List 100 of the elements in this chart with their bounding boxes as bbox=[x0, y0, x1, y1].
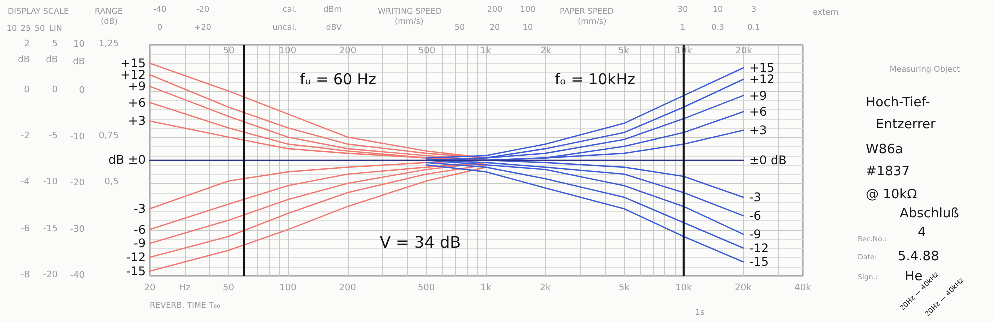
y-tick-label: -40 bbox=[70, 271, 86, 281]
series-label: +15 bbox=[749, 61, 775, 76]
series-label: ±0 dB bbox=[749, 154, 787, 168]
text: 30 bbox=[678, 5, 688, 14]
text: -10 bbox=[43, 178, 58, 188]
text: 10 bbox=[6, 24, 18, 33]
text: -5 bbox=[49, 132, 58, 142]
annotation: 500 bbox=[418, 46, 436, 56]
text: 0 bbox=[52, 86, 58, 96]
annotation: 5k bbox=[618, 46, 630, 56]
text: 10 bbox=[712, 5, 724, 14]
text: 3 bbox=[751, 5, 757, 14]
text: PAPER SPEED bbox=[560, 7, 614, 16]
text: WRITING SPEED bbox=[378, 7, 442, 16]
x-tick-label: 20 bbox=[144, 284, 156, 294]
annotation: fₒ = 10kHz bbox=[555, 70, 636, 88]
annotation: 20k bbox=[736, 46, 752, 56]
text: 50 bbox=[34, 24, 46, 33]
series-label: +15 bbox=[120, 56, 146, 70]
text: 50 bbox=[454, 23, 466, 32]
text: 4 bbox=[918, 226, 926, 240]
text: DISPLAY SCALE bbox=[8, 7, 69, 16]
series-label: -12 bbox=[749, 241, 770, 256]
annotation: V = 34 dB bbox=[380, 233, 462, 252]
text: 5 bbox=[52, 40, 58, 50]
text: -40 bbox=[153, 5, 167, 14]
series-label: +3 bbox=[128, 114, 146, 128]
text: W86a bbox=[866, 142, 904, 158]
text: @ 10kΩ bbox=[866, 188, 918, 202]
text: 1,25 bbox=[98, 40, 119, 50]
series-label: -12 bbox=[126, 250, 146, 265]
annotation: 100 bbox=[279, 46, 297, 56]
x-tick-label: 20k bbox=[735, 284, 753, 294]
series-label: -9 bbox=[134, 236, 146, 251]
series-label: +6 bbox=[749, 104, 768, 119]
x-tick-label: 5k bbox=[618, 284, 631, 294]
text: dB ±0 bbox=[108, 153, 146, 167]
text: (mm/s) bbox=[578, 17, 607, 26]
text: 10 bbox=[522, 23, 534, 32]
text: +20 bbox=[194, 23, 212, 32]
y-tick-label: -20 bbox=[70, 178, 86, 189]
series-label: -15 bbox=[749, 255, 770, 270]
text: dB bbox=[18, 56, 30, 66]
series-label: +6 bbox=[128, 96, 146, 110]
text: 25 bbox=[20, 24, 32, 33]
series-label: +9 bbox=[128, 80, 146, 94]
series-label: -9 bbox=[749, 227, 762, 242]
text: 0 bbox=[157, 23, 163, 32]
x-tick-label: 40k bbox=[794, 284, 812, 294]
y-tick-label: 0 bbox=[79, 86, 86, 96]
text: 100 bbox=[520, 5, 536, 14]
series-label: +12 bbox=[749, 72, 775, 87]
text: 2 bbox=[24, 40, 30, 50]
text: dBm bbox=[324, 5, 342, 14]
text: -4 bbox=[21, 178, 30, 188]
text: 0,75 bbox=[98, 132, 119, 142]
x-tick-label: 2k bbox=[540, 284, 552, 294]
x-tick-label: 500 bbox=[418, 284, 436, 294]
x-tick-label: 1k bbox=[480, 284, 492, 294]
y-tick-label: -10 bbox=[70, 132, 86, 142]
text: dBV bbox=[326, 23, 342, 32]
annotation: 50 bbox=[223, 46, 235, 56]
annotation: 200 bbox=[339, 46, 357, 56]
text: (dB) bbox=[101, 17, 118, 26]
text: 0.3 bbox=[712, 23, 724, 32]
x-tick-label: 200 bbox=[339, 284, 357, 294]
text: dB bbox=[46, 56, 58, 66]
text: Abschluß bbox=[900, 206, 960, 222]
series-label: +12 bbox=[120, 68, 146, 82]
series-label: +3 bbox=[749, 123, 768, 138]
text: Entzerrer bbox=[876, 118, 936, 132]
text: -8 bbox=[21, 270, 30, 280]
annotation: 2k bbox=[540, 46, 552, 56]
text: -6 bbox=[21, 224, 30, 234]
text: RANGE bbox=[95, 7, 123, 16]
text: Measuring Object bbox=[890, 65, 960, 74]
text: 200 bbox=[487, 5, 503, 14]
annotation: 1k bbox=[480, 46, 492, 56]
series-label: -6 bbox=[134, 222, 146, 237]
y-tick-label: 10 bbox=[74, 40, 86, 50]
x-tick-label: 100 bbox=[280, 284, 298, 294]
series-label: -3 bbox=[134, 202, 146, 216]
series-label: -3 bbox=[749, 190, 762, 204]
annotation: fᵤ = 60 Hz bbox=[300, 70, 376, 88]
text: uncal. bbox=[272, 23, 297, 32]
text: -15 bbox=[43, 224, 58, 234]
x-tick-label: 10k bbox=[676, 284, 694, 294]
x-tick-label: 50 bbox=[222, 284, 235, 294]
text: extern bbox=[813, 8, 839, 17]
text: Hoch-Tief- bbox=[866, 96, 930, 110]
y-tick-label: -30 bbox=[70, 224, 86, 235]
text: 20 bbox=[490, 23, 500, 32]
y-axis-title: dB bbox=[73, 58, 85, 68]
text: #1837 bbox=[866, 164, 910, 180]
series-label: +9 bbox=[749, 88, 768, 103]
text: -20 bbox=[196, 5, 210, 14]
text: 1 bbox=[680, 23, 686, 32]
text: He bbox=[905, 270, 923, 284]
text: (mm/s) bbox=[395, 17, 424, 26]
text: 0 bbox=[24, 86, 30, 96]
